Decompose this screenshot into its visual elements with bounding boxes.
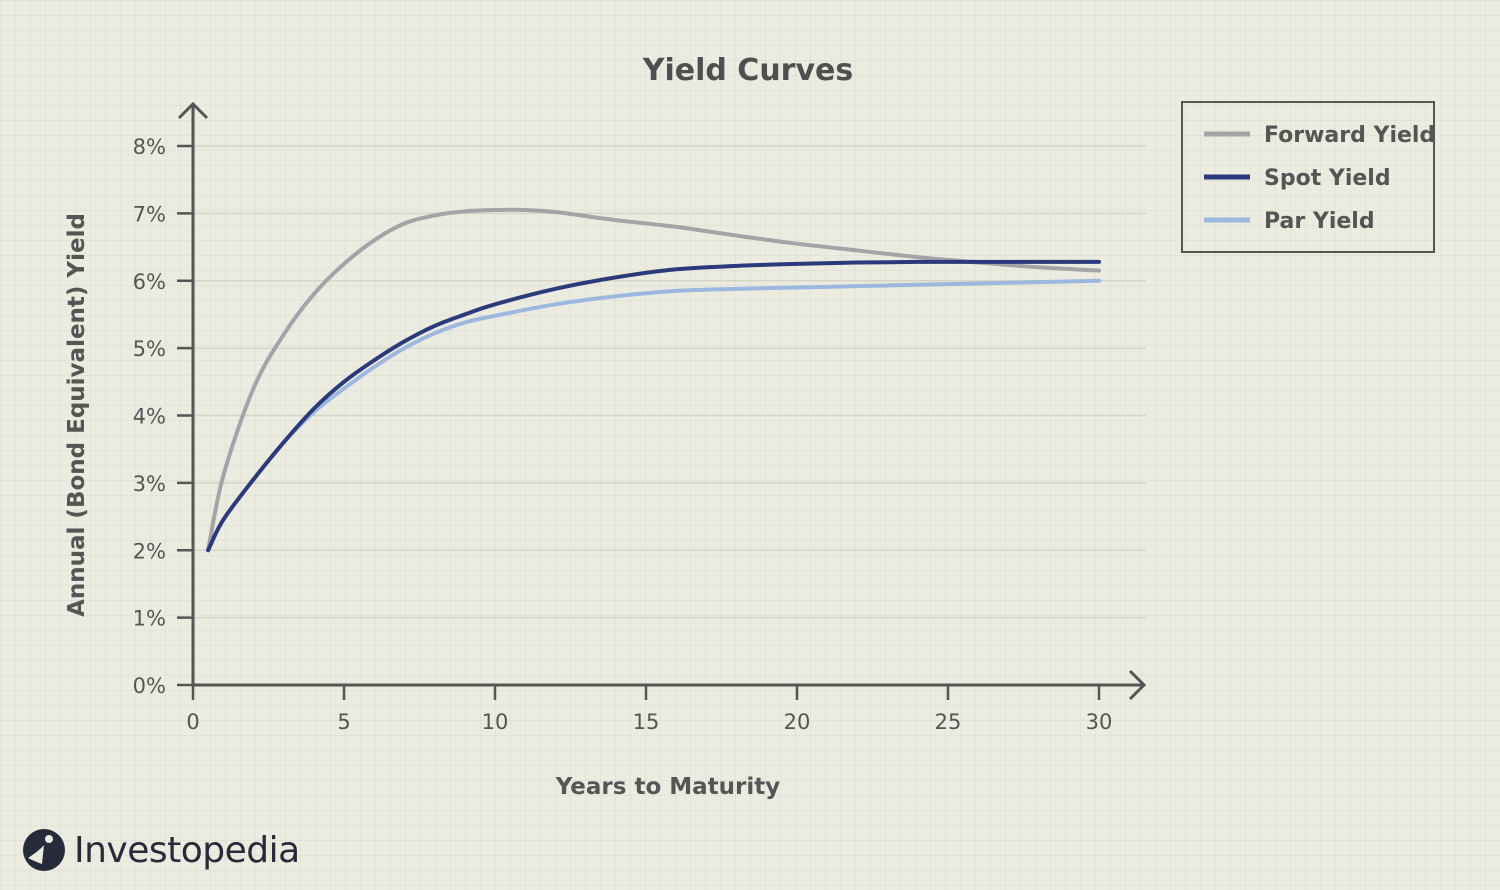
x-tick-label: 20 — [784, 710, 811, 734]
legend: Forward Yield Spot Yield Par Yield — [1181, 101, 1435, 253]
x-axis-arrow — [1128, 669, 1147, 701]
legend-box — [1181, 101, 1435, 253]
y-tick-label: 1% — [133, 607, 166, 631]
y-tick-label: 2% — [133, 539, 166, 563]
x-tick-label: 25 — [935, 710, 962, 734]
y-tick-label: 3% — [133, 472, 166, 496]
y-tick-label: 5% — [133, 337, 166, 361]
y-tick-label: 7% — [133, 202, 166, 226]
legend-label-forward-yield: Forward Yield — [1264, 123, 1435, 148]
x-tick-label: 0 — [186, 710, 199, 734]
investopedia-logo-icon — [23, 829, 65, 871]
investopedia-logo: Investopedia — [22, 825, 300, 875]
x-tick-label: 15 — [633, 710, 660, 734]
logo-wordmark: Investopedia — [74, 829, 300, 871]
y-axis-arrow — [177, 101, 209, 120]
series-line-forward-yield — [206, 207, 1101, 553]
x-axis-label: Years to Maturity — [555, 774, 781, 800]
y-tick-label: 4% — [133, 405, 166, 429]
grid-lines — [193, 145, 1146, 619]
x-tick-label: 5 — [337, 710, 350, 734]
y-tick-label: 0% — [133, 674, 166, 698]
chart-title: Yield Curves — [642, 53, 853, 88]
x-tick-label: 10 — [482, 710, 509, 734]
legend-label-spot-yield: Spot Yield — [1264, 166, 1391, 191]
y-tick-label: 8% — [133, 135, 166, 159]
series-layer — [206, 207, 1101, 553]
y-axis-label: Annual (Bond Equivalent) Yield — [64, 213, 90, 617]
x-tick-label: 30 — [1086, 710, 1113, 734]
tick-labels: 0% 1% 2% 3% 4% 5% 6% 7% 8% 0 5 10 15 20 25 30 — [133, 135, 1113, 734]
series-line-spot-yield — [206, 259, 1101, 553]
legend-label-par-yield: Par Yield — [1264, 209, 1375, 234]
axes — [177, 101, 1147, 701]
y-tick-label: 6% — [133, 270, 166, 294]
